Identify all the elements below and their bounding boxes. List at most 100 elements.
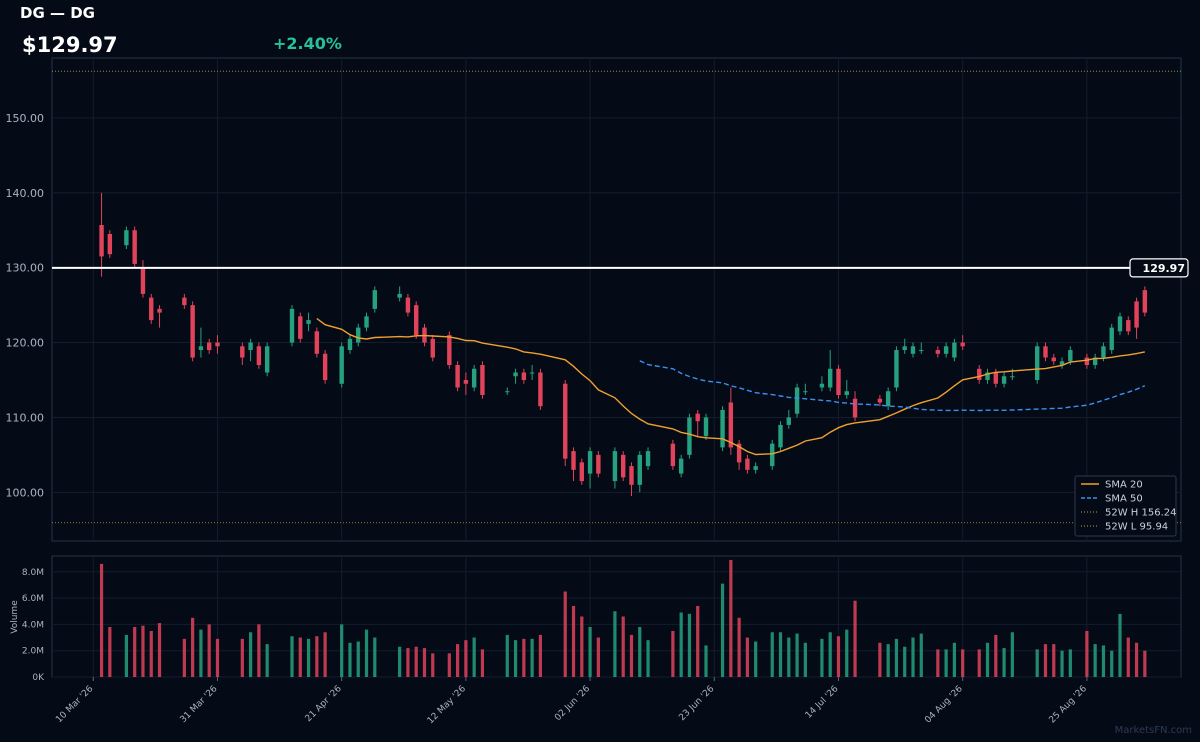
candle-body xyxy=(952,342,957,358)
price-tick-label: 100.00 xyxy=(6,486,45,499)
volume-tick-label: 4.0M xyxy=(22,620,44,630)
candle-body xyxy=(910,346,916,354)
candle-body xyxy=(182,297,187,306)
volume-bar xyxy=(315,636,319,677)
candle-body xyxy=(828,368,833,388)
volume-bar xyxy=(157,623,162,677)
candle-body xyxy=(207,342,212,351)
candle-body xyxy=(621,454,626,478)
volume-bar xyxy=(249,632,253,677)
volume-bar xyxy=(778,632,783,677)
volume-bar xyxy=(149,630,153,677)
candle-body xyxy=(1059,361,1065,366)
candle-body xyxy=(447,335,452,366)
candle-body xyxy=(405,297,411,313)
volume-bar xyxy=(1134,642,1139,677)
candle-body xyxy=(960,342,965,347)
candle-body xyxy=(803,391,808,393)
candle-body xyxy=(124,230,129,246)
volume-bar xyxy=(480,649,485,677)
candle-body xyxy=(1051,357,1056,362)
volume-bar xyxy=(911,637,915,677)
candle-body xyxy=(728,402,734,448)
legend-label: 52W H 156.24 xyxy=(1105,508,1176,519)
volume-bar xyxy=(348,642,352,677)
volume-bar xyxy=(1010,632,1014,677)
candle-body xyxy=(256,346,262,366)
candle-body xyxy=(1117,316,1123,332)
volume-bar xyxy=(729,559,733,677)
candle-body xyxy=(1101,346,1106,358)
grid-lines xyxy=(52,58,1181,678)
candle-body xyxy=(852,398,858,418)
candle-body xyxy=(107,233,113,255)
volume-bar xyxy=(944,649,948,677)
candle-body xyxy=(99,224,104,257)
volume-bar xyxy=(803,642,807,677)
volume-bar xyxy=(207,624,211,677)
volume-bar xyxy=(820,638,824,677)
volume-bar xyxy=(588,627,592,677)
candle-body xyxy=(480,365,485,395)
sma-50-line xyxy=(639,360,1146,412)
date-tick-label: 10 Mar '26 xyxy=(54,684,95,725)
legend-label: SMA 20 xyxy=(1105,480,1143,491)
volume-bar xyxy=(687,613,692,677)
volume-bar xyxy=(745,637,749,677)
candle-body xyxy=(786,417,791,425)
candle-body xyxy=(1001,376,1007,384)
volume-bar xyxy=(613,611,617,677)
candle-body xyxy=(513,372,518,377)
volume-bar xyxy=(903,646,907,677)
date-tick-label: 31 Mar '26 xyxy=(179,684,220,725)
date-axis: 10 Mar '26 31 Mar '26 21 Apr '26 12 May '26… xyxy=(54,677,1089,726)
candle-body xyxy=(289,308,295,343)
volume-bar xyxy=(199,629,203,677)
candle-body xyxy=(753,466,758,470)
volume-bar xyxy=(406,648,410,677)
candle-body xyxy=(1043,346,1048,358)
volume-bar xyxy=(795,633,799,677)
candle-body xyxy=(347,338,353,351)
price-tick-label: 150.00 xyxy=(6,112,45,125)
candle-body xyxy=(1142,290,1148,313)
volume-tick-label: 8.0M xyxy=(22,568,44,578)
candle-body xyxy=(140,267,146,294)
candle-body xyxy=(836,368,841,395)
volume-bar xyxy=(182,638,186,677)
volume-bar xyxy=(1110,650,1114,677)
volume-bar xyxy=(99,563,104,677)
volume-bar xyxy=(447,653,451,677)
last-price-label: 129.97 xyxy=(1143,262,1185,275)
candle-body xyxy=(977,368,982,380)
volume-bar xyxy=(894,638,899,677)
candle-body xyxy=(397,293,402,298)
volume-bar xyxy=(845,629,849,677)
volume-bar xyxy=(538,634,542,677)
candle-body xyxy=(687,417,692,455)
candle-body xyxy=(1068,350,1073,362)
candle-body xyxy=(1035,346,1040,380)
volume-bar xyxy=(961,649,965,677)
price-tick-label: 120.00 xyxy=(6,337,45,350)
volume-axis: 0K 2.0M 4.0M 6.0M 8.0M Volume xyxy=(10,568,45,683)
volume-tick-label: 0K xyxy=(32,673,45,683)
volume-bar xyxy=(530,638,534,677)
volume-axis-label: Volume xyxy=(10,600,20,634)
volume-bar xyxy=(456,644,460,677)
volume-bar xyxy=(422,648,427,677)
volume-bar xyxy=(737,617,741,677)
volume-bar xyxy=(878,642,882,677)
volume-bar xyxy=(513,640,518,677)
candle-body xyxy=(1084,357,1090,366)
price-tick-label: 130.00 xyxy=(6,262,45,275)
volume-bar xyxy=(356,641,360,677)
volume-bar xyxy=(414,646,418,677)
legend-label: 52W L 95.94 xyxy=(1105,522,1168,533)
candle-body xyxy=(819,383,825,388)
volume-bar xyxy=(679,612,683,677)
volume-bar xyxy=(1126,637,1130,677)
date-tick-label: 23 Jun '26 xyxy=(677,684,716,723)
volume-bar xyxy=(290,636,294,677)
candle-body xyxy=(322,353,328,380)
